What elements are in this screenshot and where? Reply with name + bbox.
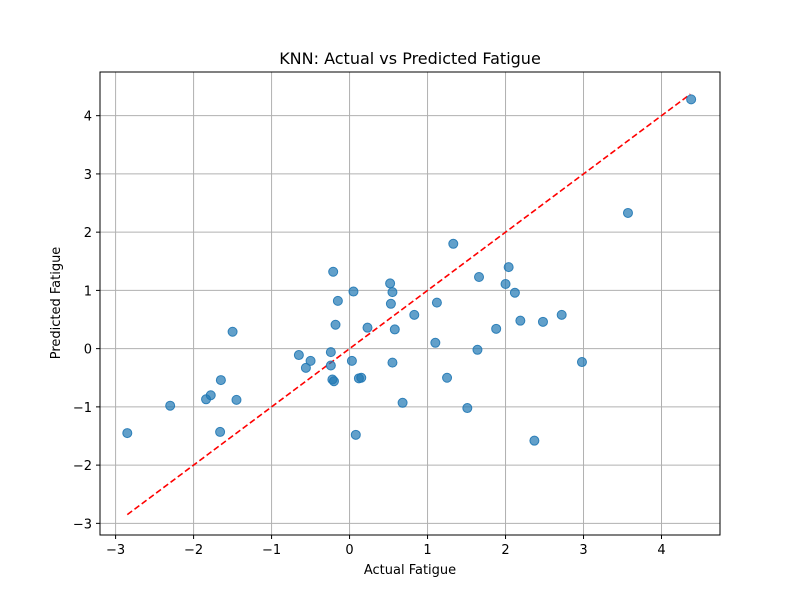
data-point [472,344,483,355]
x-tick-label: 3 [579,543,587,558]
data-point [430,337,441,348]
data-point [686,94,697,105]
y-tick-label: 3 [84,168,92,183]
data-point [529,435,540,446]
x-axis-label: Actual Fatigue [364,563,456,578]
data-point [215,426,226,437]
data-point [330,319,341,330]
data-point [227,326,238,337]
x-tick-label: 0 [345,543,353,558]
data-point [385,278,396,289]
plot-frame [99,71,721,536]
data-point [356,372,367,383]
data-point [491,323,502,334]
data-point [509,287,520,298]
data-point [165,400,176,411]
y-tick-label: 2 [84,226,92,241]
data-point [385,298,396,309]
data-point [389,324,400,335]
x-tick-label: −2 [184,543,203,558]
data-point [537,316,548,327]
data-point [205,390,216,401]
data-point [215,375,226,386]
data-point [431,297,442,308]
data-point [622,207,633,218]
data-point [462,403,473,414]
data-point [515,315,526,326]
data-point [397,397,408,408]
data-point [503,262,514,273]
data-point [293,350,304,361]
data-point [325,347,336,358]
data-point [409,309,420,320]
data-point [305,355,316,366]
x-tick-label: −3 [106,543,125,558]
y-tick-label: 4 [84,110,92,125]
x-tick-label: 2 [501,543,509,558]
grid [100,72,720,535]
data-point [556,309,567,320]
data-point [231,394,242,405]
data-point [442,372,453,383]
y-tick-label: −1 [73,401,92,416]
reference-line-layer [126,93,691,516]
data-point [576,357,587,368]
x-tick-label: −1 [262,543,281,558]
data-point [332,295,343,306]
data-point [474,272,485,283]
data-point [325,360,336,371]
data-point [387,357,398,368]
data-point [348,286,359,297]
y-tick-label: −3 [73,517,92,532]
data-point [350,429,361,440]
data-point [328,266,339,277]
y-tick-label: 1 [84,284,92,299]
reference-line [126,93,691,516]
y-tick-label: 0 [84,343,92,358]
data-point [300,362,311,373]
y-axis-ticks: −3 −2 −1 0 1 2 3 4 [73,110,100,532]
y-axis-label: Predicted Fatigue [49,247,64,360]
data-point [448,238,459,249]
x-axis-ticks: −3 −2 −1 0 1 2 3 4 [106,535,666,558]
data-point [328,376,339,387]
data-point [346,355,357,366]
data-point [500,278,511,289]
data-point [387,287,398,298]
data-point [122,428,133,439]
data-points [122,94,697,446]
data-point [362,322,373,333]
chart-title: KNN: Actual vs Predicted Fatigue [279,49,541,68]
x-tick-label: 4 [657,543,665,558]
x-tick-label: 1 [423,543,431,558]
y-tick-label: −2 [73,459,92,474]
